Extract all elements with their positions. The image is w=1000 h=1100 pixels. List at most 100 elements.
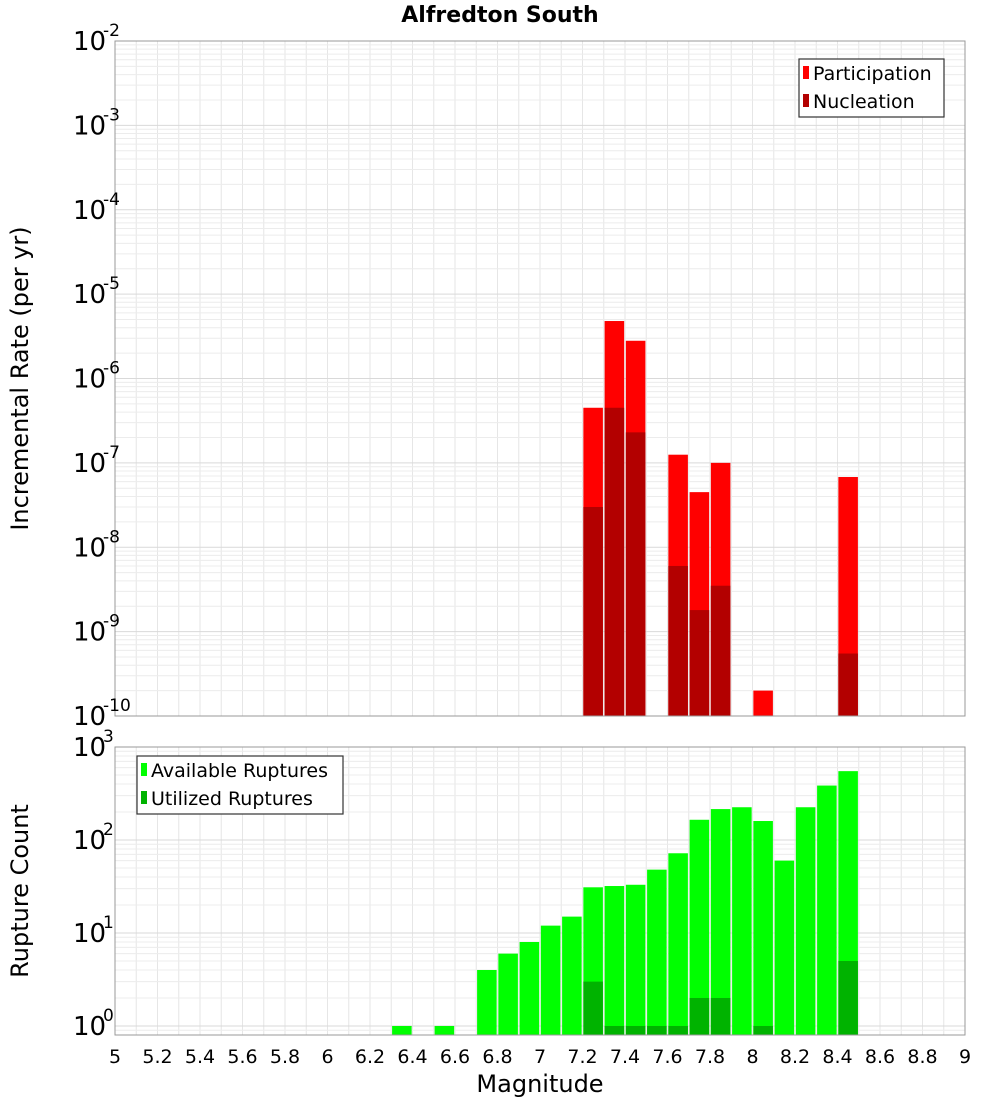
bar xyxy=(689,610,710,716)
x-tick-label: 9 xyxy=(959,1046,971,1068)
x-tick-label: 5.6 xyxy=(227,1046,257,1068)
bar xyxy=(710,997,731,1035)
x-tick-label: 8.4 xyxy=(822,1046,852,1068)
x-tick-label: 6.6 xyxy=(440,1046,470,1068)
x-axis-label: Magnitude xyxy=(476,1070,603,1098)
y-tick-exponent: -10 xyxy=(103,696,131,716)
grid xyxy=(114,746,966,1036)
bar xyxy=(625,884,646,1035)
y-tick-exponent: 0 xyxy=(103,1006,114,1026)
plot-frame xyxy=(114,40,966,717)
bar xyxy=(795,807,816,1035)
x-tick-label: 7.4 xyxy=(610,1046,640,1068)
x-tick-label: 5.4 xyxy=(185,1046,215,1068)
x-tick-label: 7.2 xyxy=(567,1046,597,1068)
x-tick-labels: 5 5.2 5.4 5.6 5.8 6 6.2 6.4 6.6 6.8 7 7.2 7.4 7.6 7.8 8… xyxy=(109,1046,971,1068)
legend-box xyxy=(136,755,344,815)
bar xyxy=(583,506,603,716)
bar xyxy=(604,407,625,716)
y-tick-label: 10 xyxy=(73,702,106,732)
y-tick-exponent: 3 xyxy=(103,727,114,747)
y-tick-label: 10 xyxy=(73,196,106,226)
y-tick-label: 10 xyxy=(73,111,106,141)
bar xyxy=(838,960,858,1035)
bar xyxy=(753,690,773,716)
bar xyxy=(668,1025,688,1035)
legend-swatch xyxy=(803,94,809,107)
y-tick-label: 10 xyxy=(73,919,106,949)
series-utilized-ruptures xyxy=(583,960,858,1035)
y-tick-label: 10 xyxy=(73,1012,106,1042)
rate-panel: 10-1010-910-810-710-610-510-410-310-2Inc… xyxy=(6,3,966,732)
x-tick-label: 8.2 xyxy=(780,1046,810,1068)
legend-swatch xyxy=(141,763,147,776)
x-tick-label: 6 xyxy=(321,1046,333,1068)
y-tick-exponent: 1 xyxy=(103,913,114,933)
bar xyxy=(732,807,752,1035)
bar xyxy=(477,969,497,1035)
y-tick-exponent: -5 xyxy=(103,274,120,294)
bar xyxy=(540,925,561,1035)
bar xyxy=(562,916,582,1035)
bar xyxy=(392,1025,412,1035)
series-nucleation xyxy=(583,407,858,716)
bar xyxy=(668,853,688,1035)
legend: Available Ruptures Utilized Ruptures xyxy=(136,755,344,815)
x-tick-label: 6.4 xyxy=(397,1046,427,1068)
y-axis-label: Incremental Rate (per yr) xyxy=(6,226,34,530)
y-tick-exponent: -3 xyxy=(103,105,120,125)
bar xyxy=(710,585,731,716)
legend-label: Participation xyxy=(813,63,932,85)
y-tick-label: 10 xyxy=(73,826,106,856)
y-tick-label: 10 xyxy=(73,533,106,563)
x-tick-label: 8.8 xyxy=(907,1046,937,1068)
bar xyxy=(604,886,625,1035)
legend-box xyxy=(798,58,945,118)
x-tick-label: 7.8 xyxy=(695,1046,725,1068)
x-tick-label: 7.6 xyxy=(652,1046,682,1068)
bar xyxy=(647,869,667,1035)
y-tick-exponent: -6 xyxy=(103,359,120,379)
bar xyxy=(625,432,646,716)
legend-swatch xyxy=(141,791,147,804)
y-tick-exponent: -2 xyxy=(103,21,120,41)
legend-swatch xyxy=(803,66,809,79)
y-tick-label: 10 xyxy=(73,449,106,479)
bar xyxy=(774,860,795,1035)
bar xyxy=(668,565,688,716)
x-tick-label: 7 xyxy=(534,1046,546,1068)
legend: Participation Nucleation xyxy=(798,58,945,118)
y-tick-exponent: -8 xyxy=(103,527,120,547)
x-tick-label: 5 xyxy=(109,1046,121,1068)
bar xyxy=(583,981,603,1035)
bar xyxy=(625,1025,646,1035)
bar xyxy=(434,1025,455,1035)
series-available-ruptures xyxy=(392,771,858,1035)
bar xyxy=(838,653,858,716)
y-tick-exponent: -9 xyxy=(103,612,120,632)
y-tick-exponent: -7 xyxy=(103,443,120,463)
grid xyxy=(114,40,966,717)
bar xyxy=(753,821,773,1035)
x-tick-label: 5.2 xyxy=(142,1046,172,1068)
plot-frame xyxy=(114,746,966,1036)
bar xyxy=(817,785,837,1035)
x-tick-label: 5.8 xyxy=(270,1046,300,1068)
x-tick-label: 6.2 xyxy=(355,1046,385,1068)
bar xyxy=(498,953,518,1035)
y-tick-exponent: 2 xyxy=(103,820,114,840)
bar xyxy=(689,819,710,1035)
bar xyxy=(753,1025,773,1035)
x-tick-label: 8.6 xyxy=(865,1046,895,1068)
x-tick-label: 8 xyxy=(746,1046,758,1068)
y-tick-label: 10 xyxy=(73,27,106,57)
bar xyxy=(710,809,731,1035)
legend-label: Utilized Ruptures xyxy=(151,788,313,810)
y-tick-label: 10 xyxy=(73,733,106,763)
y-tick-exponent: -4 xyxy=(103,190,120,210)
chart-title: Alfredton South xyxy=(401,3,598,28)
